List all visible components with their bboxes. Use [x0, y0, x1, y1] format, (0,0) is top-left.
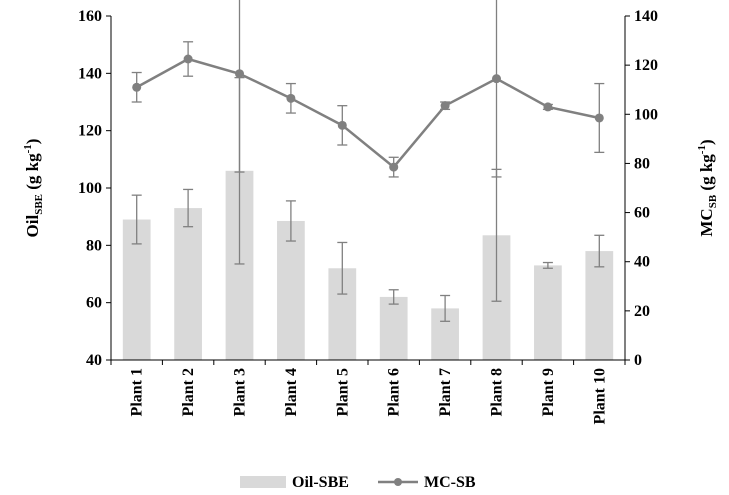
y-right-label-unit: (g kg	[697, 154, 716, 195]
point-mc-sb	[389, 162, 399, 172]
y-left-tick-label: 160	[78, 8, 102, 25]
y-right-label-end: )	[697, 139, 716, 145]
y-right-label-sup: -1	[696, 145, 708, 154]
y-left-label-end: )	[23, 139, 42, 145]
point-mc-sb	[286, 93, 296, 103]
y-right-tick-label: 100	[634, 106, 658, 123]
point-mc-sb	[183, 54, 193, 64]
y-left-tick-label: 120	[78, 123, 102, 140]
x-category-label: Plant 7	[437, 368, 454, 416]
legend: Oil-SBE MC-SB	[240, 474, 476, 491]
y-right-label-main: MC	[697, 208, 716, 236]
point-mc-sb	[235, 69, 244, 79]
y-right-tick-label: 80	[634, 155, 650, 172]
bar-oil-sbe	[379, 296, 408, 360]
point-mc-sb	[543, 102, 553, 112]
point-mc-sb	[132, 82, 142, 92]
x-category-label: Plant 3	[232, 368, 249, 416]
x-category-label: Plant 8	[489, 368, 506, 416]
axes-group: 40 60 80 100 120 140 160 0 20 40 60 80 100 120 140 Plan…	[78, 8, 658, 424]
y-right-tick-label: 20	[634, 303, 650, 320]
x-category-label: Plant 6	[386, 368, 403, 416]
y-right-label-sub: SB	[707, 194, 719, 208]
bar-oil-sbe	[277, 220, 305, 360]
y-left-tick-label: 60	[86, 295, 102, 312]
bar-error-bars	[131, 76, 605, 322]
bar-series-group	[122, 170, 614, 360]
line-mc-sb	[136, 57, 600, 169]
legend-marker-mc-sb	[394, 478, 402, 486]
y-right-tick-label: 120	[634, 57, 658, 74]
x-category-label: Plant 9	[540, 368, 557, 416]
x-category-label: Plant 10	[591, 368, 608, 424]
y-axis-left-label: OilSBE (g kg-1)	[22, 139, 45, 238]
y-right-tick-label: 140	[634, 8, 658, 25]
x-category-label: Plant 5	[334, 368, 351, 416]
y-left-tick-label: 100	[78, 180, 102, 197]
y-right-tick-label: 60	[634, 205, 650, 222]
y-left-tick-label: 80	[86, 237, 102, 254]
y-left-label-sup: -1	[22, 144, 34, 153]
x-category-label: Plant 4	[283, 368, 300, 416]
y-left-tick-label: 140	[78, 65, 102, 82]
legend-label-mc-sb: MC-SB	[424, 474, 476, 491]
y-left-label-sub: SBE	[33, 194, 45, 215]
point-mc-sb	[337, 120, 347, 130]
y-left-label-unit: (g kg	[23, 153, 42, 194]
bar-oil-sbe	[174, 208, 202, 360]
x-category-label: Plant 2	[180, 368, 197, 416]
legend-swatch-oil-sbe	[240, 476, 286, 488]
bar-oil-sbe	[585, 251, 614, 360]
x-category-label: Plant 1	[129, 368, 146, 416]
line-series-group	[131, 0, 605, 178]
bar-oil-sbe	[534, 265, 562, 360]
y-axis-right-label: MCSB (g kg-1)	[696, 139, 719, 236]
point-mc-sb	[594, 113, 604, 123]
point-mc-sb	[492, 74, 501, 84]
y-left-label-main: Oil	[23, 215, 42, 238]
y-left-tick-label: 40	[86, 352, 102, 369]
legend-label-oil-sbe: Oil-SBE	[292, 474, 349, 491]
y-right-tick-label: 40	[634, 254, 650, 271]
y-right-tick-label: 0	[634, 352, 642, 369]
point-mc-sb	[440, 101, 450, 111]
